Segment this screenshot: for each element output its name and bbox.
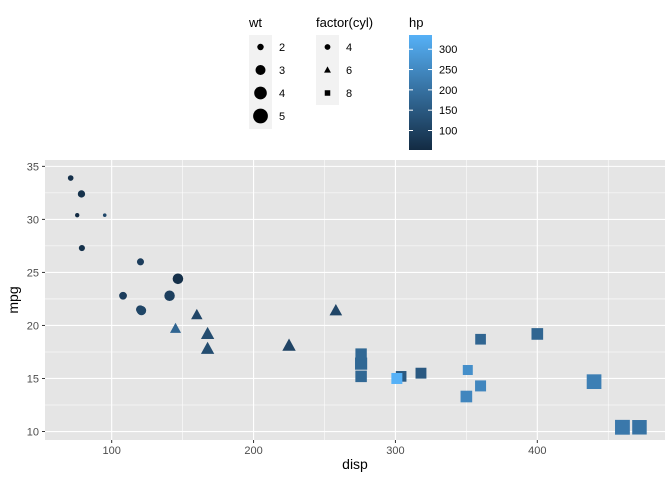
colorbar-tick-label: 150 (439, 105, 457, 117)
legend-key-background (249, 35, 272, 129)
legend-size-label: 4 (279, 88, 285, 100)
data-point-square (531, 328, 544, 340)
legend-size-key (253, 108, 268, 124)
legend-size-label: 3 (279, 65, 285, 77)
y-tick-label: 35 (27, 161, 39, 173)
data-point-circle (164, 290, 175, 301)
data-point-triangle (169, 322, 182, 333)
y-tick-label: 10 (27, 427, 39, 439)
y-tick-label: 15 (27, 373, 39, 385)
legend-shape-label: 4 (346, 42, 352, 54)
data-point-square (475, 380, 487, 392)
data-point-square (460, 390, 473, 403)
legend-size-label: 5 (279, 111, 285, 123)
colorbar-tick-label: 250 (439, 65, 457, 77)
data-point-square (355, 357, 368, 370)
data-point-square (632, 420, 647, 435)
x-axis-title: disp (342, 456, 368, 472)
plot-panel (45, 160, 665, 440)
colorbar-tick-label: 200 (439, 85, 457, 97)
data-point-circle (102, 213, 107, 217)
x-tick-label: 300 (386, 445, 404, 457)
legend-shape-key-circle (324, 44, 331, 50)
data-point-square (391, 372, 403, 384)
y-axis-title: mpg (5, 286, 21, 313)
data-point-triangle (200, 341, 215, 354)
legend-title-cyl: factor(cyl) (316, 15, 373, 30)
data-point-circle (136, 305, 147, 316)
y-tick-label: 25 (27, 267, 39, 279)
legend-size-key (254, 86, 267, 100)
legend-shape-key-square (324, 90, 331, 96)
data-point-circle (78, 244, 85, 252)
data-point-triangle (282, 338, 296, 351)
x-tick-label: 200 (244, 445, 262, 457)
x-tick-label: 400 (528, 445, 546, 457)
data-point-triangle (329, 303, 343, 316)
legend-shape-key-triangle (324, 66, 331, 73)
data-point-square (355, 348, 367, 360)
legend-size-label: 2 (279, 42, 285, 54)
y-tick-label: 30 (27, 214, 39, 226)
legend-title-hp: hp (409, 15, 423, 30)
data-points (67, 175, 647, 435)
data-point-triangle (191, 308, 203, 320)
legend-shape-label: 8 (346, 88, 352, 100)
data-point-square (415, 367, 427, 379)
data-point-square (462, 365, 473, 375)
legend-shape-label: 6 (346, 65, 352, 77)
data-point-circle (67, 175, 74, 181)
colorbar-tick-label: 300 (439, 44, 457, 56)
data-point-circle (77, 190, 86, 198)
data-point-square (475, 333, 486, 345)
data-point-circle (136, 258, 145, 266)
legend-size-key (257, 43, 264, 51)
legend-title-wt: wt (248, 15, 262, 30)
data-point-circle (172, 273, 184, 285)
legend-area: wt 2 3 4 5 factor(cyl) 4 6 8 hp 100 150 200 250 300 (248, 15, 457, 150)
data-point-square (615, 419, 630, 435)
data-point-circle (119, 291, 127, 300)
x-tick-label: 100 (103, 445, 121, 457)
grid-lines (45, 160, 665, 440)
colorbar-tick-label: 100 (439, 125, 457, 137)
y-tick-label: 20 (27, 320, 39, 332)
data-point-square (586, 374, 602, 390)
hp-colorbar (409, 35, 432, 150)
data-point-triangle (200, 326, 215, 340)
data-point-circle (75, 212, 80, 218)
data-point-square (355, 370, 367, 383)
axes: 100 200 300 400 10 15 20 25 30 35 (27, 161, 547, 457)
legend-size-key (255, 64, 266, 76)
